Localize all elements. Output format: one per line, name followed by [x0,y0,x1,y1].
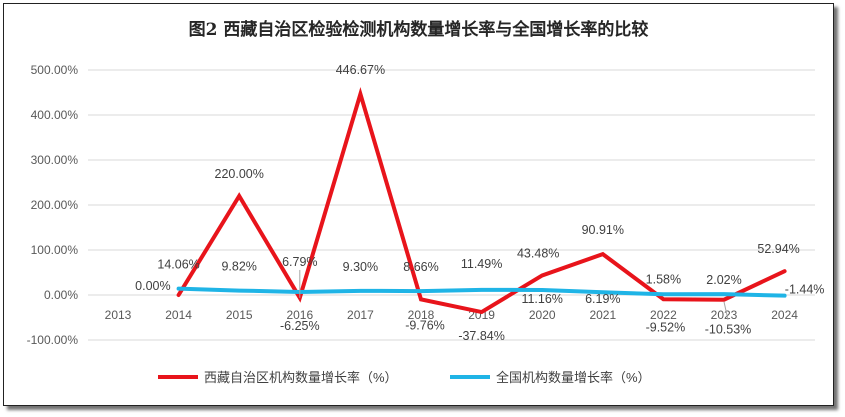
x-tick-label: 2015 [226,308,253,322]
x-tick-label: 2017 [347,308,374,322]
data-label-tibet: 90.91% [582,223,624,237]
data-label-tibet: -9.52% [646,320,686,334]
x-tick-label: 2023 [711,308,738,322]
y-tick-label: 200.00% [31,198,79,212]
x-tick-label: 2021 [589,308,616,322]
data-label-tibet: -37.84% [458,329,505,343]
data-label-tibet: 446.67% [336,63,385,77]
x-tick-label: 2020 [529,308,556,322]
legend-label-national: 全国机构数量增长率（%） [496,370,651,385]
data-label-tibet: 0.00% [135,279,170,293]
data-label-tibet: 52.94% [757,242,799,256]
data-label-national: 2.02% [706,273,741,287]
legend-label-tibet: 西藏自治区机构数量增长率（%） [204,370,398,385]
x-tick-label: 2013 [105,308,132,322]
data-label-tibet: -10.53% [705,323,752,337]
data-label-national: 11.49% [461,257,502,271]
data-label-national: 9.82% [221,260,256,274]
y-tick-label: 100.00% [31,243,79,257]
data-label-national: -1.44% [785,283,825,297]
label-leader-line [723,301,729,320]
x-tick-label: 2022 [650,308,677,322]
y-tick-label: 0.00% [44,288,78,302]
y-tick-label: -100.00% [27,333,79,347]
data-label-national: 6.19% [585,292,620,306]
x-tick-label: 2018 [408,308,435,322]
data-label-tibet: -6.25% [280,319,320,333]
x-tick-label: 2024 [771,308,798,322]
data-label-national: 11.16% [521,292,562,306]
data-label-tibet: -9.76% [405,318,445,332]
x-tick-label: 2016 [286,308,313,322]
data-label-tibet: 43.48% [517,246,559,260]
series-line-tibet [176,86,787,315]
series-line-national [176,286,787,298]
data-label-national: 6.79% [282,255,317,269]
y-tick-label: 500.00% [31,63,79,77]
x-tick-label: 2014 [165,308,192,322]
y-tick-label: 400.00% [31,108,79,122]
data-label-national: 8.66% [403,260,438,274]
data-label-national: 1.58% [646,272,681,286]
data-label-national: 14.06% [157,258,199,272]
data-label-tibet: 220.00% [215,167,264,181]
y-tick-label: 300.00% [31,153,79,167]
chart-title: 图2 西藏自治区检验检测机构数量增长率与全国增长率的比较 [188,20,649,40]
data-label-national: 9.30% [343,260,378,274]
